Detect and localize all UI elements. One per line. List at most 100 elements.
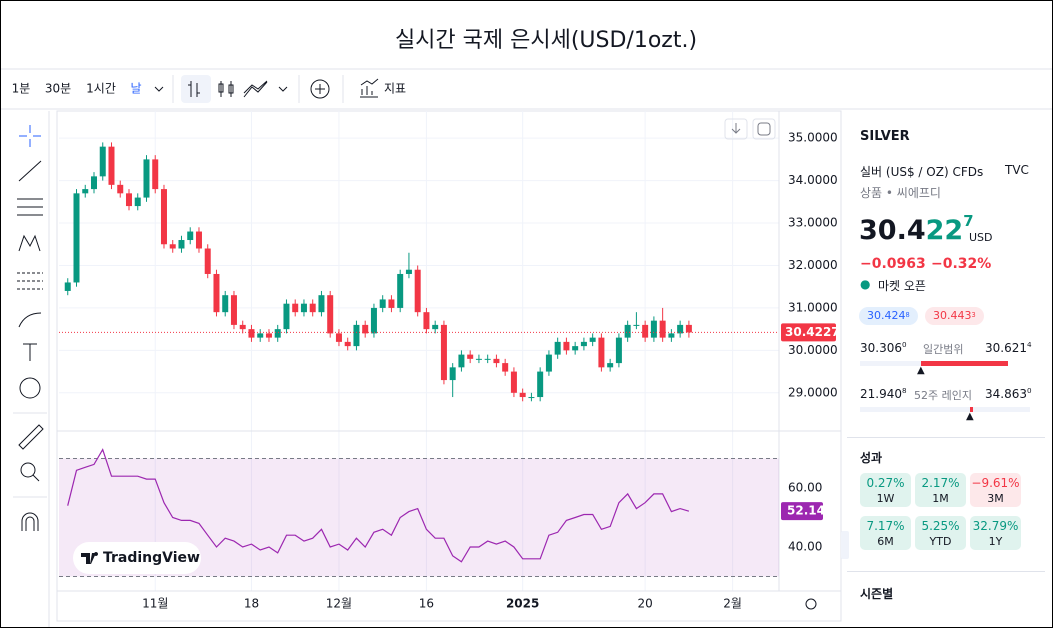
text-tool[interactable] bbox=[23, 343, 37, 361]
y-tick-label: 60.00 bbox=[788, 480, 822, 494]
candle-body bbox=[484, 358, 491, 360]
range-track bbox=[860, 407, 1030, 412]
y-tick-label: 30.0000 bbox=[788, 343, 838, 357]
settings-icon[interactable] bbox=[805, 598, 817, 610]
page-title: 실시간 국제 은시세(USD/1ozt.) bbox=[395, 28, 697, 53]
dropdown-icon[interactable] bbox=[278, 86, 288, 92]
source: TVC bbox=[1005, 163, 1029, 177]
candle-body bbox=[213, 273, 220, 313]
magnet-tool[interactable] bbox=[21, 512, 39, 531]
performance-period: 1M bbox=[932, 492, 949, 505]
performance-value: −9.61% bbox=[971, 476, 1020, 490]
candle-body bbox=[309, 303, 316, 313]
fullscreen-icon bbox=[757, 122, 771, 136]
status: 마켓 오픈 bbox=[878, 279, 926, 293]
candle-body bbox=[327, 295, 334, 334]
y-tick-label: 29.0000 bbox=[788, 385, 838, 399]
currency: USD bbox=[969, 231, 993, 244]
fib-tool[interactable] bbox=[17, 198, 43, 216]
y-tick-label: 35.0000 bbox=[788, 131, 838, 145]
brush-tool[interactable] bbox=[18, 312, 42, 328]
candle-body bbox=[265, 333, 272, 338]
ruler-tool[interactable] bbox=[18, 424, 44, 450]
pattern-tool[interactable] bbox=[18, 234, 41, 252]
candle-body bbox=[108, 146, 115, 185]
line-tool[interactable] bbox=[18, 160, 42, 182]
performance-value: 0.27% bbox=[866, 476, 905, 490]
download-icon bbox=[731, 123, 741, 134]
bar-icon bbox=[188, 81, 200, 97]
dropdown-icon[interactable] bbox=[154, 86, 164, 92]
candle-body bbox=[405, 269, 412, 274]
compare-icon[interactable] bbox=[310, 79, 330, 99]
chart-frame bbox=[56, 110, 842, 622]
y-tick-label: 31.0000 bbox=[788, 300, 838, 314]
candle-body bbox=[493, 358, 500, 364]
performance-tile[interactable]: −9.61% 3M bbox=[970, 473, 1021, 507]
interval-button[interactable]: 1시간 bbox=[86, 82, 116, 96]
area-icon[interactable] bbox=[243, 80, 268, 98]
performance-tile[interactable]: 7.17% 6M bbox=[860, 516, 911, 550]
emoji-tool[interactable] bbox=[19, 377, 41, 399]
candle-body bbox=[99, 146, 106, 177]
performance-tile[interactable]: 2.17% 1M bbox=[915, 473, 966, 507]
crosshair-tool[interactable] bbox=[19, 125, 41, 147]
candle-body bbox=[685, 324, 692, 333]
symbol-panel: SILVER 실버 (US$ / OZ) CFDs TVC 상품 • 씨에프디 … bbox=[847, 111, 1045, 627]
range-fill bbox=[970, 407, 973, 412]
candle-body bbox=[292, 303, 299, 313]
candle-body bbox=[82, 189, 89, 194]
performance-value: 5.25% bbox=[921, 519, 960, 533]
x-tick-label: 12월 bbox=[326, 597, 352, 611]
description: 실버 (US$ / OZ) CFDs bbox=[860, 165, 984, 179]
ask: 30.4433 bbox=[925, 307, 984, 325]
zoom-tool[interactable] bbox=[20, 462, 36, 478]
performance-period: 1W bbox=[876, 492, 895, 505]
interval-button[interactable]: 날 bbox=[130, 82, 141, 96]
x-tick-label: 20 bbox=[638, 597, 653, 611]
divider bbox=[847, 437, 1045, 438]
change: −0.0963 bbox=[860, 256, 926, 272]
performance-tile[interactable]: 32.79% 1Y bbox=[970, 516, 1021, 550]
indicator-icon[interactable] bbox=[360, 78, 379, 98]
seasonal-title: 시즌별 bbox=[860, 587, 894, 601]
candle-body bbox=[423, 312, 430, 330]
chart-type-button[interactable] bbox=[181, 75, 211, 103]
performance-title: 성과 bbox=[860, 451, 883, 465]
candle-body bbox=[440, 324, 447, 381]
performance-value: 32.79% bbox=[972, 519, 1019, 533]
indicator-button[interactable]: 지표 bbox=[384, 82, 406, 96]
candle-body bbox=[580, 341, 587, 347]
candle-body bbox=[152, 159, 159, 190]
interval-button[interactable]: 1분 bbox=[12, 82, 31, 96]
candle-body bbox=[134, 197, 141, 207]
candle-body bbox=[467, 354, 474, 359]
performance-tile[interactable]: 0.27% 1W bbox=[860, 473, 911, 507]
y-tick-label: 40.00 bbox=[788, 540, 822, 554]
candle-icon[interactable] bbox=[218, 81, 234, 97]
candle-body bbox=[160, 189, 167, 245]
last-price-label: 30.4227 bbox=[785, 325, 840, 339]
range-marker: ▲ bbox=[966, 411, 974, 422]
performance-tile[interactable]: 5.25% YTD bbox=[915, 516, 966, 550]
x-tick-label: 11월 bbox=[142, 597, 168, 611]
fullscreen-button[interactable] bbox=[752, 118, 776, 140]
interval-button[interactable]: 30분 bbox=[45, 82, 71, 96]
logo-badge[interactable]: TradingView bbox=[73, 542, 201, 574]
candle-body bbox=[607, 363, 614, 368]
candle-body bbox=[475, 358, 482, 360]
candle-body bbox=[388, 299, 395, 308]
compare-icon bbox=[315, 84, 325, 94]
projection-tool[interactable] bbox=[17, 272, 43, 290]
price: 30.4227 bbox=[859, 212, 974, 246]
candle-body bbox=[633, 324, 640, 326]
zoom-tool bbox=[32, 474, 40, 482]
download-button[interactable] bbox=[724, 118, 748, 140]
category: 상품 • 씨에프디 bbox=[860, 186, 941, 200]
candle-body bbox=[502, 363, 509, 372]
collapse-button[interactable] bbox=[841, 531, 849, 559]
performance-value: 7.17% bbox=[866, 519, 905, 533]
candle-body bbox=[300, 303, 307, 313]
range-low: 30.3060 bbox=[860, 339, 907, 355]
range-label: 52주 레인지 bbox=[914, 389, 972, 402]
